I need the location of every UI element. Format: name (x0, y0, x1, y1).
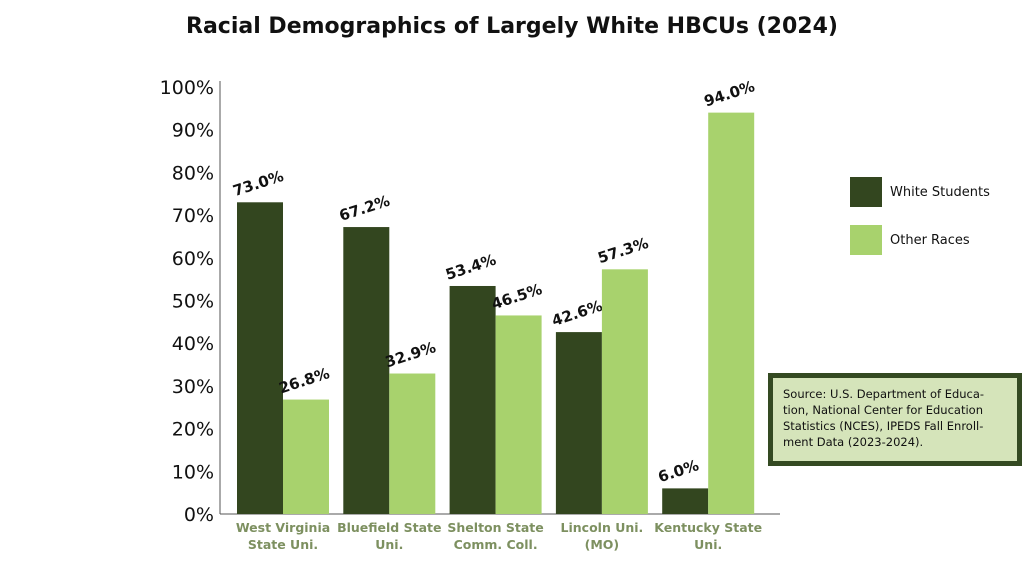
y-tick-label: 30% (172, 376, 214, 398)
y-tick-label: 90% (172, 120, 214, 142)
data-label: 67.2% (337, 192, 392, 225)
y-tick-label: 20% (172, 419, 214, 441)
legend-item-white-students: White Students (850, 177, 990, 207)
data-label: 6.0% (656, 456, 701, 486)
x-tick-label: Lincoln Uni. (561, 520, 644, 535)
legend-item-other-races: Other Races (850, 225, 970, 255)
bar-other (708, 112, 755, 515)
y-tick-label: 40% (172, 333, 214, 355)
x-tick-label: Kentucky State (654, 520, 762, 535)
x-tick-label: Bluefield State (337, 520, 441, 535)
bar-other (283, 399, 329, 514)
legend-label: Other Races (890, 232, 970, 248)
bar-white (237, 202, 283, 515)
data-label: 42.6% (550, 297, 605, 330)
x-tick-label: West Virginia (236, 520, 330, 535)
bar-white (343, 227, 390, 514)
legend-swatch-white (850, 177, 882, 207)
source-text: Source: U.S. Department of Educa-tion, N… (783, 387, 985, 449)
bar-other (601, 269, 648, 514)
y-tick-label: 100% (160, 77, 214, 99)
x-tick-label: State Uni. (248, 537, 318, 552)
y-tick-label: 50% (172, 291, 214, 313)
y-tick-label: 0% (184, 504, 214, 526)
x-tick-label: Comm. Coll. (454, 537, 538, 552)
x-tick-label: Uni. (694, 537, 722, 552)
data-label: 46.5% (489, 280, 544, 313)
bar-other (495, 315, 542, 514)
legend-label: White Students (890, 184, 990, 200)
data-label: 53.4% (443, 251, 498, 284)
data-label: 26.8% (277, 364, 332, 397)
bar-white (449, 285, 496, 514)
data-label: 73.0% (231, 167, 286, 200)
legend-swatch-other (850, 225, 882, 255)
bar-white (662, 488, 709, 514)
bar-other (389, 373, 436, 514)
data-label: 57.3% (596, 234, 651, 267)
data-label: 94.0% (702, 77, 757, 110)
bar-white (555, 332, 602, 514)
source-note-box: Source: U.S. Department of Educa-tion, N… (768, 373, 1022, 466)
x-tick-label: (MO) (585, 537, 620, 552)
chart-title: Racial Demographics of Largely White HBC… (186, 14, 838, 39)
data-label: 32.9% (383, 338, 438, 371)
x-tick-label: Shelton State (447, 520, 543, 535)
y-tick-label: 70% (172, 205, 214, 227)
y-tick-label: 60% (172, 248, 214, 270)
y-tick-label: 80% (172, 162, 214, 184)
y-tick-label: 10% (172, 461, 214, 483)
x-tick-label: Uni. (375, 537, 403, 552)
